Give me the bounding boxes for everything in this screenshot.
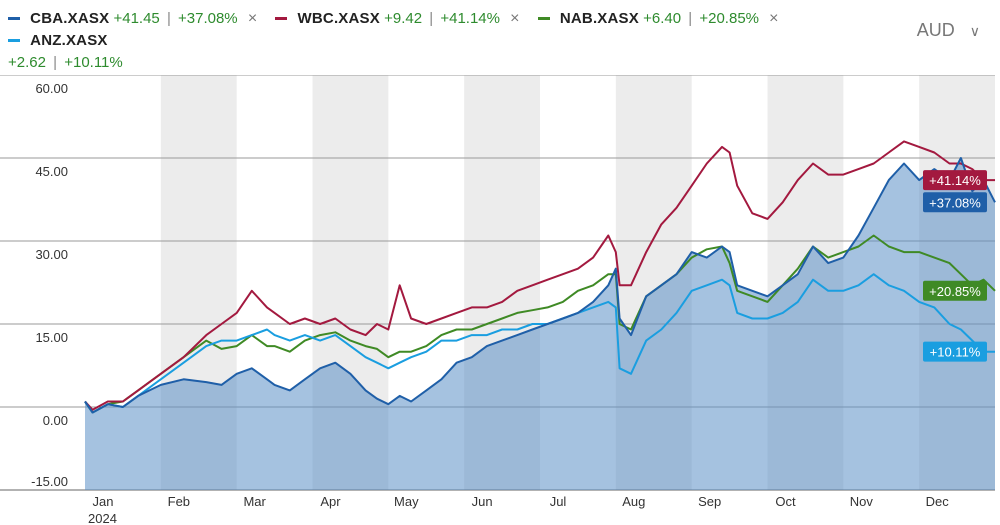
y-tick-label: 45.00 [35,164,68,179]
year-label: 2024 [88,511,117,525]
legend-item-anz[interactable]: ANZ.XASX +2.62 | +10.11% [8,32,123,71]
currency-label: AUD [916,20,955,40]
x-tick-label: Jun [472,494,493,509]
x-tick-label: Aug [622,494,645,509]
series-swatch [8,16,20,20]
series-area [85,158,995,490]
y-tick-label: 60.00 [35,81,68,96]
x-tick-label: Jul [550,494,567,509]
series-swatch [537,16,550,20]
legend-separator: | [53,54,58,71]
end-value-label: +20.85% [929,284,981,299]
legend-ticker: CBA.XASX [30,10,110,27]
y-tick-label: -15.00 [31,474,68,489]
end-value-label: +10.11% [930,345,981,360]
x-tick-label: Jan [93,494,114,509]
legend-change: +6.40 [643,10,682,27]
x-tick-label: Oct [775,494,796,509]
series-line [84,157,996,414]
x-tick-label: May [394,494,419,509]
remove-series-icon[interactable]: × [510,10,520,27]
end-value-flag [923,280,987,301]
x-tick-label: Dec [926,494,950,509]
legend-separator: | [688,10,693,27]
legend-percent: +20.85% [699,10,759,27]
x-tick-label: Sep [698,494,721,509]
performance-chart: 60.00 45.00 30.00 15.00 0.00 -15.00 Jan Feb Mar A… [0,75,996,525]
end-value-flag [923,341,987,362]
legend-percent: +37.08% [178,10,238,27]
legend-item-nab[interactable]: NAB.XASX +6.40 | +20.85% × [537,8,779,30]
series-line [84,140,995,411]
currency-selector[interactable]: AUD ∨ [917,20,980,41]
x-tick-label: Nov [850,494,874,509]
legend-percent: +41.14% [440,10,500,27]
remove-series-icon[interactable]: × [769,10,779,27]
legend-change: +2.62 [8,54,46,71]
end-value-flag [923,170,987,191]
legend-item-wbc[interactable]: WBC.XASX +9.42 | +41.14% × [275,8,520,30]
series-swatch [275,16,288,20]
legend-ticker: NAB.XASX [559,10,639,27]
legend-ticker: WBC.XASX [297,10,380,27]
end-value-label: +41.14% [929,173,981,188]
series-swatch [8,38,20,42]
chevron-down-icon: ∨ [969,23,980,39]
y-tick-label: 0.00 [43,413,68,428]
x-tick-label: Feb [168,494,190,509]
end-value-flag [923,192,987,213]
x-tick-label: Apr [320,494,341,509]
remove-series-icon[interactable]: × [247,10,258,27]
legend-percent: +10.11% [64,54,123,71]
legend-change: +41.45 [113,10,160,27]
legend-separator: | [429,10,434,27]
legend-item-cba[interactable]: CBA.XASX +41.45 | +37.08% × [8,8,257,30]
x-tick-label: Mar [243,494,266,509]
y-tick-label: 15.00 [35,330,68,345]
y-tick-label: 30.00 [35,247,68,262]
end-value-label: +37.08% [929,195,981,210]
chart-legend: CBA.XASX +41.45 | +37.08% × WBC.XASX +9.… [8,8,888,74]
legend-change: +9.42 [384,10,423,27]
legend-ticker: ANZ.XASX [30,32,108,49]
legend-separator: | [166,10,171,27]
